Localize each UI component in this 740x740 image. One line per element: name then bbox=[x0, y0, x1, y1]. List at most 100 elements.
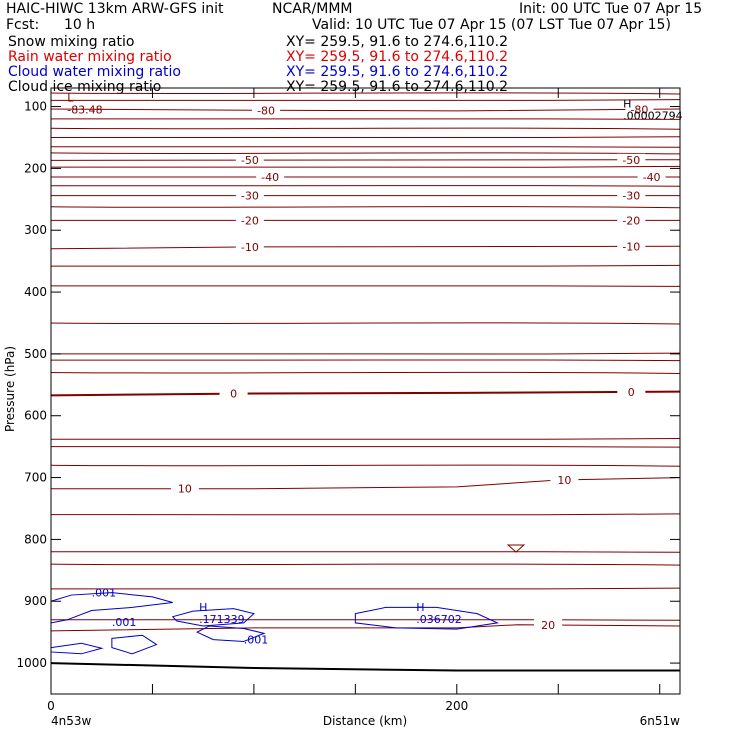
contour-label: 0 bbox=[230, 388, 237, 401]
cloud-water-contour bbox=[50, 642, 104, 655]
isotherm-line bbox=[50, 92, 681, 95]
legend-rain-xy: XY= 259.5, 91.6 to 274.6,110.2 bbox=[286, 49, 509, 65]
extremum-value: -83.48 bbox=[67, 103, 102, 116]
model-title: HAIC-HIWC 13km ARW-GFS init bbox=[6, 1, 224, 17]
extremum-value: .00002794 bbox=[623, 109, 683, 122]
contour-label-bg bbox=[256, 171, 285, 184]
organization: NCAR/MMM bbox=[272, 1, 353, 17]
isotherm-line bbox=[50, 285, 681, 287]
x-tick-label: 0 bbox=[47, 699, 55, 713]
contour-label: -30 bbox=[241, 190, 259, 203]
isotherm-line bbox=[50, 464, 681, 467]
cloud-water-label: .001 bbox=[92, 586, 117, 599]
melting-level-marker bbox=[506, 544, 526, 553]
contour-label-bg bbox=[235, 189, 264, 202]
legend-cloudice-label: Cloud ice mixing ratio bbox=[8, 79, 162, 95]
legend-snow-xy: XY= 259.5, 91.6 to 274.6,110.2 bbox=[286, 34, 509, 50]
left-endpoint-label: 4n53w bbox=[51, 714, 92, 728]
cloud-water-label: .001 bbox=[112, 616, 137, 629]
contour-label: -10 bbox=[622, 240, 640, 253]
contour-label: -80 bbox=[630, 103, 648, 116]
extremum-marker: L bbox=[67, 91, 74, 104]
extremum-marker: H bbox=[199, 601, 207, 614]
contour-label-bg bbox=[617, 214, 646, 227]
cloud-water-contour bbox=[171, 608, 255, 627]
contour-label: 10 bbox=[178, 483, 192, 496]
isotherm-line bbox=[50, 371, 681, 374]
y-tick-label: 500 bbox=[24, 347, 47, 361]
contour-label-bg bbox=[617, 240, 646, 253]
contour-label-bg bbox=[235, 154, 264, 167]
y-tick-label: 300 bbox=[24, 223, 47, 237]
contour-label-bg bbox=[550, 473, 579, 486]
temperature-contour bbox=[50, 245, 681, 250]
temperature-contour bbox=[50, 108, 681, 112]
isotherm-line bbox=[50, 437, 681, 440]
isotherm-line bbox=[50, 264, 681, 267]
y-tick-label: 600 bbox=[24, 409, 47, 423]
plot-frame bbox=[50, 87, 681, 695]
y-tick-label: 400 bbox=[24, 285, 47, 299]
temperature-contour bbox=[51, 477, 681, 490]
forecast-label: Fcst: bbox=[6, 17, 40, 33]
isotherm-line bbox=[50, 619, 681, 621]
y-tick-label: 900 bbox=[24, 594, 47, 608]
cloud-water-contour bbox=[354, 606, 500, 630]
contour-label-bg bbox=[625, 103, 654, 116]
contour-label: -10 bbox=[241, 241, 259, 254]
legend-cloudwater-label: Cloud water mixing ratio bbox=[8, 64, 181, 80]
contour-label-bg bbox=[235, 214, 264, 227]
isotherm-line bbox=[50, 322, 681, 325]
contour-label-bg bbox=[617, 153, 646, 166]
cloud-water-contour bbox=[111, 634, 158, 655]
legend-cloudwater-xy: XY= 259.5, 91.6 to 274.6,110.2 bbox=[286, 64, 509, 80]
isotherm-line bbox=[50, 152, 681, 155]
isotherm-line bbox=[50, 513, 681, 516]
isotherm-line bbox=[50, 185, 681, 187]
isotherm-line bbox=[50, 146, 681, 148]
isotherm-line bbox=[50, 359, 681, 362]
contour-label: -30 bbox=[622, 190, 640, 203]
terrain-line bbox=[50, 662, 680, 672]
contour-label: -40 bbox=[643, 171, 661, 184]
isotherm-line bbox=[50, 206, 681, 209]
valid-time: Valid: 10 UTC Tue 07 Apr 15 (07 LST Tue … bbox=[312, 17, 671, 33]
isotherm-line bbox=[50, 99, 681, 101]
y-tick-label: 1000 bbox=[16, 656, 47, 670]
contour-label: 20 bbox=[541, 619, 555, 632]
isotherm-line bbox=[50, 446, 681, 448]
isotherm-lines bbox=[50, 92, 681, 621]
temperature-contour bbox=[50, 159, 681, 161]
contour-label: -50 bbox=[622, 154, 640, 167]
cloud-water-contour bbox=[195, 625, 266, 642]
y-tick-label: 700 bbox=[24, 471, 47, 485]
contour-label: -40 bbox=[261, 171, 279, 184]
forecast-value: 10 h bbox=[64, 17, 96, 33]
extremum-value: .171339 bbox=[199, 613, 245, 626]
init-time: Init: 00 UTC Tue 07 Apr 15 bbox=[519, 1, 703, 17]
extremum-value: .036702 bbox=[416, 613, 462, 626]
cloud-water-contour bbox=[50, 592, 173, 624]
x-tick-label: 200 bbox=[445, 699, 468, 713]
temperature-contour bbox=[50, 390, 681, 397]
contour-label-bg bbox=[170, 482, 199, 495]
y-tick-label: 200 bbox=[24, 161, 47, 175]
terrain-surface bbox=[50, 662, 680, 672]
isotherm-line bbox=[50, 551, 681, 553]
contour-label: 0 bbox=[628, 386, 635, 399]
legend-rain-label: Rain water mixing ratio bbox=[8, 49, 172, 65]
temperature-contours: -80 -80-50 -50-40 -40-30 -30-20 -20-10 -100 010… bbox=[50, 91, 683, 632]
contour-label-bg bbox=[235, 240, 264, 253]
y-tick-label: 100 bbox=[24, 100, 47, 114]
contour-label-bg bbox=[617, 189, 646, 202]
contour-label-bg bbox=[617, 385, 646, 398]
isotherm-line bbox=[50, 563, 681, 566]
y-axis-label: Pressure (hPa) bbox=[3, 346, 17, 432]
x-axis-label: Distance (km) bbox=[323, 714, 407, 728]
right-endpoint-label: 6n51w bbox=[640, 714, 681, 728]
isotherm-line bbox=[50, 352, 681, 355]
isotherm-line bbox=[50, 587, 681, 590]
cloud-water-contours: .001 .001 .001 bbox=[50, 586, 500, 655]
